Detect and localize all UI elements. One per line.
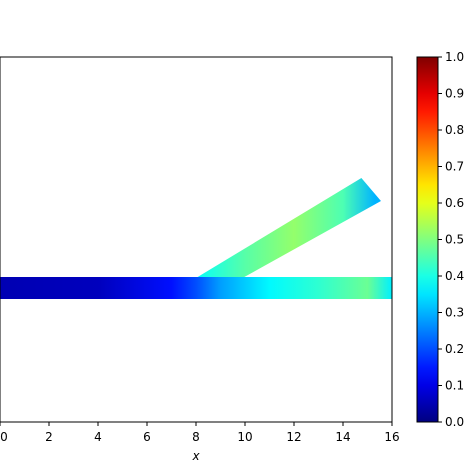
main-channel-field — [0, 277, 392, 299]
x-axis: 0 2 4 6 8 10 12 14 16 — [0, 422, 400, 444]
x-tick-label: 14 — [335, 430, 350, 444]
colorbar-tick-label: 0.8 — [445, 123, 464, 137]
x-tick-label: 6 — [143, 430, 151, 444]
plot-area — [0, 56, 393, 423]
colorbar-tick-label: 0.4 — [445, 269, 464, 283]
x-tick-label: 0 — [0, 430, 8, 444]
branch-channel-field — [196, 178, 381, 278]
colorbar-tick-label: 0.7 — [445, 160, 464, 174]
colorbar-tick-label: 0.9 — [445, 87, 464, 101]
x-tick-label: 16 — [384, 430, 399, 444]
colorbar-tick-label: 0.6 — [445, 196, 464, 210]
colorbar-tick-label: 0.0 — [445, 415, 464, 429]
plot-frame — [0, 56, 393, 423]
x-tick-label: 10 — [237, 430, 252, 444]
colorbar: 0.0 0.1 0.2 0.3 0.4 0.5 0.6 0.7 0.8 0.9 1.0 — [416, 50, 464, 429]
colorbar-tick-label: 0.1 — [445, 379, 464, 393]
x-tick-label: 4 — [94, 430, 102, 444]
colorbar-tick-label: 0.2 — [445, 342, 464, 356]
x-tick-label: 8 — [192, 430, 200, 444]
colorbar-tick-label: 0.5 — [445, 233, 464, 247]
colorbar-scale — [416, 56, 439, 423]
x-axis-label: x — [191, 449, 200, 463]
colorbar-tick-label: 1.0 — [445, 50, 464, 64]
x-tick-label: 2 — [45, 430, 53, 444]
colorbar-tick-label: 0.3 — [445, 306, 464, 320]
x-tick-label: 12 — [286, 430, 301, 444]
